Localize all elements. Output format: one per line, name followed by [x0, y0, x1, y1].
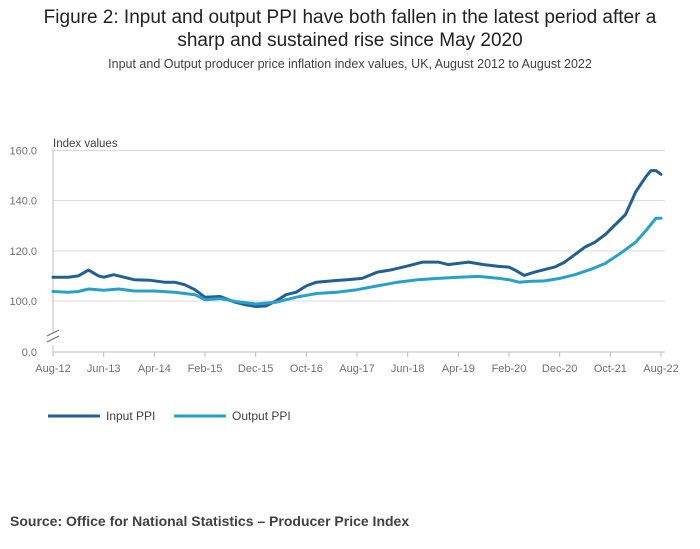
- x-tick-label: Aug-22: [643, 363, 678, 375]
- x-tick-label: Apr-14: [138, 363, 171, 375]
- chart-subtitle: Input and Output producer price inflatio…: [108, 57, 592, 71]
- chart-title: Figure 2: Input and output PPI have both…: [0, 6, 700, 52]
- y-tick-label: 0.0: [22, 347, 37, 359]
- chart-title-line-2: sharp and sustained rise since May 2020: [177, 30, 523, 51]
- x-tick-label: Feb-15: [188, 363, 223, 375]
- y-tick-label: 160.0: [9, 146, 37, 158]
- x-tick-label: Oct-16: [290, 363, 323, 375]
- x-tick-label: Feb-20: [492, 363, 527, 375]
- x-tick-label: Dec-20: [542, 363, 577, 375]
- legend-label: Output PPI: [232, 409, 291, 423]
- y-axis-label: Index values: [53, 138, 118, 150]
- line-chart: Index values 0.0 100.0 120.0 140.0 160.0 Aug-1…: [9, 138, 678, 423]
- y-tick-label: 120.0: [9, 246, 37, 258]
- x-tick-label: Aug-17: [339, 363, 374, 375]
- y-tick-label: 100.0: [9, 296, 37, 308]
- x-tick-label: Dec-15: [238, 363, 273, 375]
- legend-label: Input PPI: [106, 409, 155, 423]
- axis-break-marker: [46, 329, 60, 343]
- series-line-input-ppi: [51, 169, 663, 308]
- x-tick-label: Apr-19: [442, 363, 475, 375]
- x-tick-label: Oct-21: [594, 363, 627, 375]
- x-tick-label: Jun-18: [391, 363, 425, 375]
- x-tick-label: Jun-13: [87, 363, 121, 375]
- series-line-output-ppi: [51, 216, 663, 306]
- y-tick-label: 140.0: [9, 196, 37, 208]
- source-note: Source: Office for National Statistics –…: [10, 513, 410, 529]
- x-tick-label: Aug-12: [35, 363, 70, 375]
- chart-title-line-1: Figure 2: Input and output PPI have both…: [43, 7, 657, 28]
